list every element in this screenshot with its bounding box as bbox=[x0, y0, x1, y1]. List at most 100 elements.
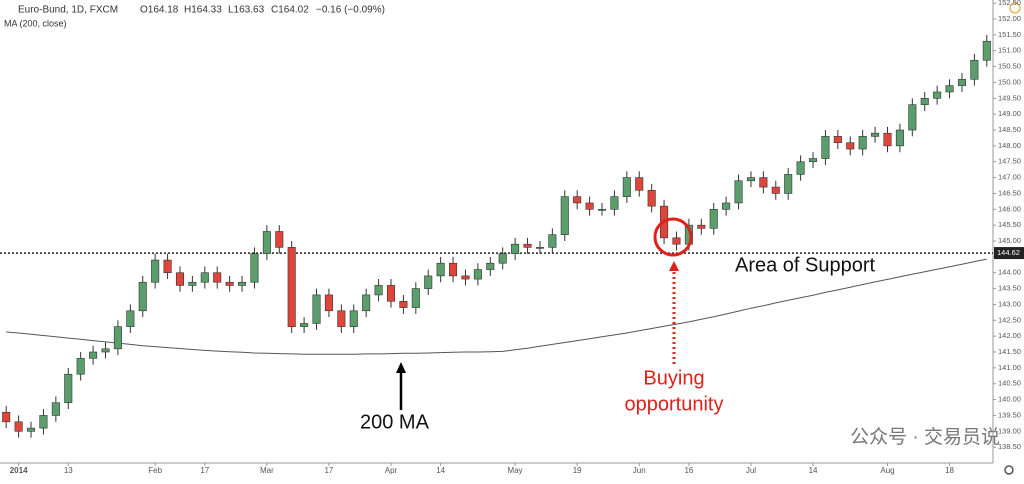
x-tick-label: Jul bbox=[746, 466, 756, 475]
ohlc-open: O164.18 bbox=[140, 5, 179, 16]
y-tick-label: 151.50 bbox=[998, 30, 1021, 39]
y-tick-label: 149.00 bbox=[998, 109, 1021, 118]
candle-body bbox=[39, 415, 48, 429]
y-tick-label: 146.00 bbox=[998, 204, 1021, 213]
candle-body bbox=[982, 40, 991, 61]
candle-body bbox=[672, 237, 681, 245]
candle-body bbox=[473, 269, 482, 280]
symbol: Euro-Bund, 1D, FXCM bbox=[18, 5, 118, 16]
candle-body bbox=[511, 243, 520, 254]
buy-arrow-head bbox=[669, 261, 679, 271]
support-price-box bbox=[994, 247, 1024, 260]
candle-body bbox=[386, 285, 396, 302]
y-tick-label: 147.50 bbox=[998, 157, 1021, 166]
candle-body bbox=[821, 136, 830, 159]
x-tick-label: Feb bbox=[148, 466, 162, 475]
candle-body bbox=[324, 294, 333, 312]
y-tick-label: 141.00 bbox=[998, 363, 1021, 372]
ma-arrow-head bbox=[396, 362, 406, 373]
candle-body bbox=[771, 186, 780, 194]
x-tick-label: 13 bbox=[64, 466, 73, 475]
y-tick-label: 139.00 bbox=[998, 426, 1021, 435]
buy-circle bbox=[653, 217, 693, 257]
ohlc-low: L163.63 bbox=[228, 5, 265, 16]
alert-icon[interactable] bbox=[1009, 2, 1021, 14]
candle-body bbox=[449, 262, 458, 277]
candle-body bbox=[411, 288, 420, 308]
candle-body bbox=[573, 196, 582, 204]
moving-average bbox=[6, 258, 987, 355]
candle-body bbox=[784, 174, 793, 194]
x-tick-label: 16 bbox=[684, 466, 693, 475]
x-tick-label: Jun bbox=[633, 466, 646, 475]
support-price-label: 144.62 bbox=[997, 248, 1020, 257]
candle-body bbox=[535, 247, 544, 249]
candle-body bbox=[51, 402, 60, 416]
candle-body bbox=[14, 421, 23, 432]
candle-body bbox=[213, 272, 222, 283]
candle-body bbox=[523, 243, 532, 248]
y-tick-label: 150.50 bbox=[998, 62, 1021, 71]
candle-body bbox=[697, 224, 706, 229]
ohlc-high: H164.33 bbox=[184, 5, 222, 16]
y-tick-label: 142.50 bbox=[998, 315, 1021, 324]
candle-body bbox=[808, 158, 818, 163]
y-tick-label: 148.00 bbox=[998, 141, 1021, 150]
x-tick-label: May bbox=[508, 466, 523, 475]
watermark: 公众号 · 交易员说 bbox=[850, 426, 1000, 448]
candle-body bbox=[436, 262, 445, 277]
candle-body bbox=[833, 136, 842, 144]
candle-body bbox=[250, 253, 259, 283]
support-annotation: Area of Support bbox=[735, 254, 876, 276]
ohlc-change: −0.16 (−0.09%) bbox=[316, 5, 385, 16]
y-tick-label: 140.50 bbox=[998, 379, 1021, 388]
candle-body bbox=[746, 177, 755, 182]
candle-body bbox=[647, 189, 656, 207]
candle-body bbox=[945, 85, 954, 93]
y-tick-label: 149.50 bbox=[998, 93, 1021, 102]
y-tick-label: 145.00 bbox=[998, 236, 1021, 245]
candle-body bbox=[610, 196, 619, 210]
candle-body bbox=[585, 202, 594, 210]
x-tick-label: 14 bbox=[436, 466, 445, 475]
x-tick-label: Apr bbox=[385, 466, 398, 475]
candle-body bbox=[362, 294, 371, 312]
candle-body bbox=[275, 231, 284, 248]
candle-body bbox=[225, 281, 234, 286]
candle-body bbox=[759, 177, 768, 188]
y-tick-label: 152.00 bbox=[998, 14, 1021, 23]
candle-body bbox=[895, 129, 904, 147]
candle-body bbox=[138, 281, 147, 312]
settings-icon[interactable] bbox=[1004, 465, 1014, 475]
x-tick-label: 18 bbox=[945, 466, 954, 475]
candle-body bbox=[796, 161, 805, 175]
ohlc-close: C164.02 bbox=[271, 5, 309, 16]
candle-body bbox=[113, 326, 122, 350]
candle-body bbox=[64, 373, 73, 404]
y-tick-label: 151.00 bbox=[998, 46, 1021, 55]
candle-body bbox=[175, 272, 185, 286]
x-tick-label: Mar bbox=[260, 466, 274, 475]
candle-body bbox=[188, 281, 197, 286]
y-tick-label: 142.00 bbox=[998, 331, 1021, 340]
candle-body bbox=[89, 351, 98, 359]
candle-body bbox=[734, 180, 743, 204]
candle-body bbox=[126, 310, 135, 327]
candle-body bbox=[461, 275, 470, 280]
y-tick-label: 140.00 bbox=[998, 395, 1021, 404]
candle-body bbox=[76, 358, 85, 375]
candle-body bbox=[101, 348, 110, 353]
candle-body bbox=[498, 253, 507, 264]
candle-body bbox=[424, 275, 433, 289]
buy-annotation: Buying bbox=[643, 367, 704, 389]
y-tick-label: 146.50 bbox=[998, 188, 1021, 197]
candle-body bbox=[399, 300, 408, 308]
candle-body bbox=[883, 132, 892, 147]
candle-body bbox=[337, 310, 346, 327]
x-tick-label: 17 bbox=[200, 466, 209, 475]
candle-body bbox=[970, 59, 979, 80]
x-tick-label: Aug bbox=[880, 466, 894, 475]
candle-body bbox=[151, 259, 160, 283]
